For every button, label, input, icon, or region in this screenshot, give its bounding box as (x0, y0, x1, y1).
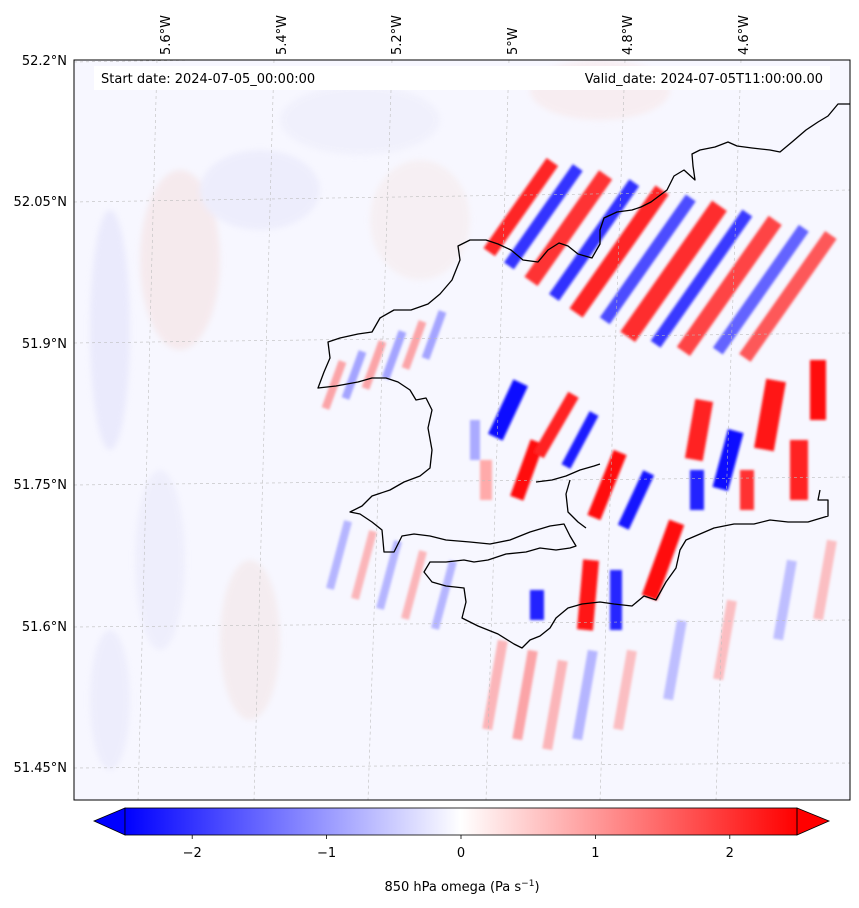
lon-tick-label: 5°W (506, 27, 521, 55)
lon-tick-label: 5.4°W (275, 15, 290, 55)
colorbar-min-extend (92, 807, 126, 836)
map-background (74, 60, 850, 800)
omega-field-bands (321, 157, 837, 751)
lon-tick-label: 4.6°W (737, 15, 752, 55)
lat-tick-label: 52.2°N (22, 54, 67, 69)
map-panel (74, 60, 850, 800)
lat-tick-label: 51.75°N (14, 478, 67, 493)
colorbar-tick-label: 0 (457, 846, 465, 861)
colorbar-tick-label: −1 (317, 846, 336, 861)
coastline (317, 103, 850, 649)
omega-field-background (90, 60, 670, 770)
colorbar: −2 −1 0 1 2 850 hPa omega (Pa s−1) (92, 807, 831, 895)
lon-tick-label: 5.2°W (390, 15, 405, 55)
latitude-ticks: 52.2°N 52.05°N 51.9°N 51.75°N 51.6°N 51.… (14, 54, 67, 776)
info-bar-background (94, 66, 830, 90)
map-frame (73, 59, 851, 801)
colorbar-tick-label: 1 (591, 846, 599, 861)
lat-tick-label: 51.6°N (22, 620, 67, 635)
valid-date-label: Valid_date: 2024-07-05T11:00:00.00 (585, 72, 823, 87)
lat-tick-label: 52.05°N (14, 195, 67, 210)
colorbar-tick-label: 2 (726, 846, 734, 861)
colorbar-bar (125, 808, 797, 835)
lon-tick-label: 4.8°W (621, 15, 636, 55)
lat-tick-label: 51.9°N (22, 337, 67, 352)
lon-tick-label: 5.6°W (159, 15, 174, 55)
lat-tick-label: 51.45°N (14, 761, 67, 776)
colorbar-ticks: −2 −1 0 1 2 (183, 835, 734, 861)
colorbar-label: 850 hPa omega (Pa s−1) (384, 879, 539, 895)
colorbar-tick-label: −2 (183, 846, 202, 861)
longitude-ticks: 5.6°W 5.4°W 5.2°W 5°W 4.8°W 4.6°W (159, 15, 752, 55)
start-date-label: Start date: 2024-07-05_00:00:00 (101, 72, 315, 87)
colorbar-max-extend (796, 807, 831, 836)
info-bar: Start date: 2024-07-05_00:00:00 Valid_da… (94, 66, 830, 90)
